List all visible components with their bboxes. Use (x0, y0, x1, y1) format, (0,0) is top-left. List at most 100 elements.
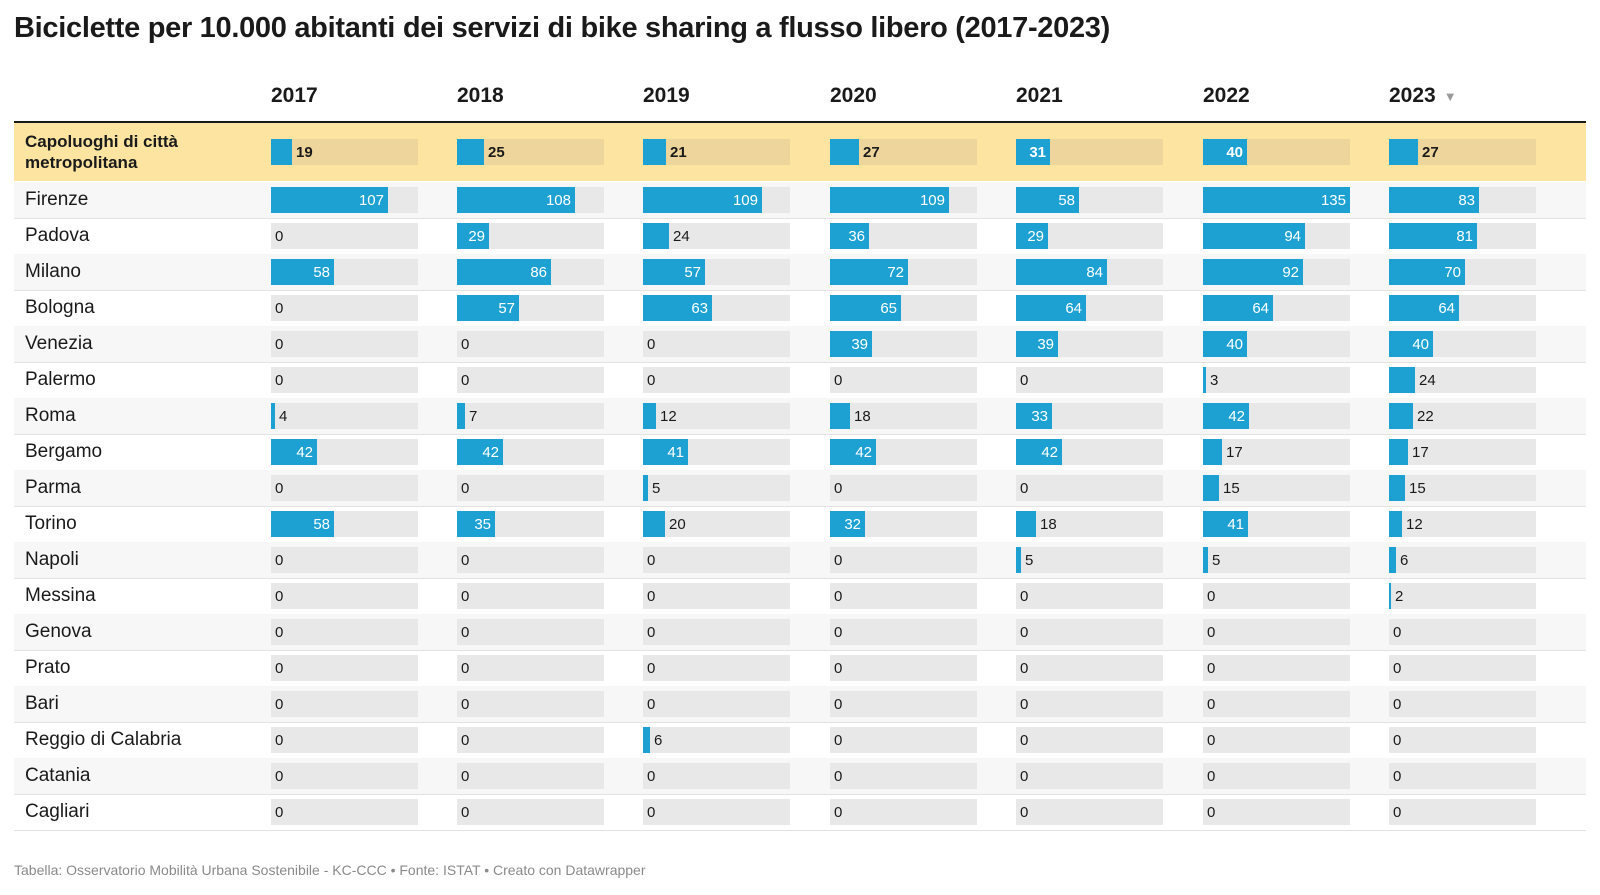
bar-value-label: 7 (469, 407, 478, 425)
bar-track (271, 691, 418, 717)
bar-cell: 5 (643, 475, 790, 501)
bar-cell: 39 (830, 331, 977, 357)
bar-track (643, 367, 790, 393)
bar-value-label: 15 (1409, 479, 1426, 497)
bar-track (1203, 619, 1350, 645)
bar-value-label: 0 (1207, 623, 1216, 641)
bar-cell: 0 (1016, 655, 1163, 681)
bar-track (457, 583, 604, 609)
bar-track (1016, 547, 1163, 573)
bar-track (643, 799, 790, 825)
column-header-2018[interactable]: 2018 (457, 84, 504, 108)
bar-value-label: 109 (919, 191, 945, 209)
bar-cell: 0 (271, 727, 418, 753)
summary-row: Capoluoghi di città metropolitana 19 25 21 2… (14, 123, 1586, 181)
bar-cell: 20 (643, 511, 790, 537)
column-header-2021[interactable]: 2021 (1016, 84, 1063, 108)
bar (457, 403, 465, 429)
column-header-2020[interactable]: 2020 (830, 84, 877, 108)
bar-value-label: 31 (1029, 143, 1046, 161)
bar-cell: 0 (830, 475, 977, 501)
bar (271, 511, 334, 537)
bar-track (457, 691, 604, 717)
bar-value-label: 42 (1041, 443, 1058, 461)
bar-cell: 0 (1203, 583, 1350, 609)
bar-value-label: 0 (834, 695, 843, 713)
bar (1203, 295, 1273, 321)
bar-cell: 0 (457, 799, 604, 825)
bar-track (643, 139, 790, 165)
row-label: Bari (25, 693, 59, 714)
bar (643, 295, 712, 321)
bar-track (457, 619, 604, 645)
column-header-2023[interactable]: 2023 ▼ (1389, 84, 1457, 108)
bar-track (271, 475, 418, 501)
bar-value-label: 0 (275, 767, 284, 785)
column-header-2017[interactable]: 2017 (271, 84, 318, 108)
bar (457, 295, 519, 321)
row-label: Genova (25, 621, 92, 642)
bar-cell: 0 (271, 295, 418, 321)
bar-cell: 0 (1389, 691, 1536, 717)
bar-cell: 0 (643, 547, 790, 573)
bar-value-label: 0 (834, 551, 843, 569)
bar-track (830, 655, 977, 681)
bar-value-label: 0 (275, 371, 284, 389)
bar-value-label: 86 (530, 263, 547, 281)
bar-cell: 0 (457, 619, 604, 645)
bar-value-label: 109 (732, 191, 758, 209)
bar-value-label: 27 (1422, 143, 1439, 161)
bar-value-label: 0 (275, 587, 284, 605)
bar-value-label: 72 (887, 263, 904, 281)
table-row: Venezia 0 0 0 39 39 40 40 (14, 326, 1586, 363)
bar-cell: 0 (1016, 727, 1163, 753)
sort-descending-icon[interactable]: ▼ (1443, 88, 1457, 104)
bar-track (1203, 475, 1350, 501)
bar-cell: 0 (643, 367, 790, 393)
bar-value-label: 0 (1020, 479, 1029, 497)
bar-track (1389, 403, 1536, 429)
bar-track (271, 799, 418, 825)
table-row: Bari 0 0 0 0 0 0 0 (14, 686, 1586, 723)
bar-track (1389, 583, 1536, 609)
bar-track (271, 295, 418, 321)
bar-track (643, 691, 790, 717)
bar-track (1389, 547, 1536, 573)
bar-track (643, 583, 790, 609)
bar (1016, 403, 1052, 429)
bar-value-label: 107 (358, 191, 384, 209)
bar-value-label: 0 (275, 623, 284, 641)
bar (271, 403, 275, 429)
bar (1389, 583, 1391, 609)
bar-cell: 107 (271, 187, 418, 213)
bar-cell: 42 (271, 439, 418, 465)
column-header-2019[interactable]: 2019 (643, 84, 690, 108)
bar-cell: 0 (643, 691, 790, 717)
bar-track (457, 331, 604, 357)
row-label: Padova (25, 225, 90, 246)
bar-value-label: 24 (673, 227, 690, 245)
row-label: Capoluoghi di città metropolitana (25, 132, 178, 172)
bar-value-label: 0 (1020, 767, 1029, 785)
table-row: Padova 0 29 24 36 29 94 81 (14, 218, 1586, 255)
bar (1203, 511, 1248, 537)
bar (1016, 259, 1107, 285)
bar-track (1389, 619, 1536, 645)
table-row: Genova 0 0 0 0 0 0 0 (14, 614, 1586, 651)
bar-value-label: 0 (1393, 659, 1402, 677)
bar (643, 727, 650, 753)
column-header-2022[interactable]: 2022 (1203, 84, 1250, 108)
bar-value-label: 58 (313, 515, 330, 533)
bar (1203, 547, 1208, 573)
row-label: Reggio di Calabria (25, 729, 182, 750)
bar-cell: 0 (1389, 763, 1536, 789)
bar-cell: 18 (1016, 511, 1163, 537)
bar-track (643, 619, 790, 645)
row-label: Bergamo (25, 441, 103, 462)
table-row: Milano 58 86 57 72 84 92 70 (14, 254, 1586, 291)
bar-cell: 108 (457, 187, 604, 213)
bar (643, 475, 648, 501)
bar-cell: 18 (830, 403, 977, 429)
bar-track (271, 403, 418, 429)
row-label: Catania (25, 765, 91, 786)
